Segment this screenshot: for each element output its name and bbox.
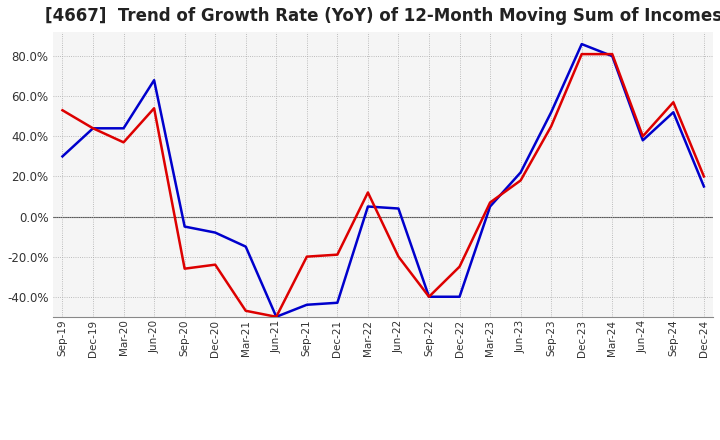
- Ordinary Income Growth Rate: [547, 110, 556, 115]
- Net Income Growth Rate: [150, 106, 158, 111]
- Ordinary Income Growth Rate: [272, 314, 281, 319]
- Net Income Growth Rate: [180, 266, 189, 271]
- Net Income Growth Rate: [89, 126, 97, 131]
- Net Income Growth Rate: [669, 99, 678, 105]
- Ordinary Income Growth Rate: [120, 126, 128, 131]
- Ordinary Income Growth Rate: [58, 154, 67, 159]
- Net Income Growth Rate: [486, 200, 495, 205]
- Ordinary Income Growth Rate: [302, 302, 311, 308]
- Net Income Growth Rate: [547, 124, 556, 129]
- Net Income Growth Rate: [425, 294, 433, 299]
- Net Income Growth Rate: [608, 51, 616, 57]
- Line: Net Income Growth Rate: Net Income Growth Rate: [63, 54, 704, 317]
- Ordinary Income Growth Rate: [608, 54, 616, 59]
- Ordinary Income Growth Rate: [394, 206, 402, 211]
- Ordinary Income Growth Rate: [180, 224, 189, 229]
- Ordinary Income Growth Rate: [577, 41, 586, 47]
- Net Income Growth Rate: [211, 262, 220, 268]
- Ordinary Income Growth Rate: [455, 294, 464, 299]
- Net Income Growth Rate: [577, 51, 586, 57]
- Net Income Growth Rate: [639, 134, 647, 139]
- Ordinary Income Growth Rate: [211, 230, 220, 235]
- Net Income Growth Rate: [700, 174, 708, 179]
- Ordinary Income Growth Rate: [89, 126, 97, 131]
- Net Income Growth Rate: [394, 254, 402, 259]
- Ordinary Income Growth Rate: [425, 294, 433, 299]
- Net Income Growth Rate: [516, 178, 525, 183]
- Ordinary Income Growth Rate: [333, 300, 342, 305]
- Net Income Growth Rate: [364, 190, 372, 195]
- Title: [4667]  Trend of Growth Rate (YoY) of 12-Month Moving Sum of Incomes: [4667] Trend of Growth Rate (YoY) of 12-…: [45, 7, 720, 25]
- Net Income Growth Rate: [302, 254, 311, 259]
- Ordinary Income Growth Rate: [700, 184, 708, 189]
- Line: Ordinary Income Growth Rate: Ordinary Income Growth Rate: [63, 44, 704, 317]
- Legend: Ordinary Income Growth Rate, Net Income Growth Rate: Ordinary Income Growth Rate, Net Income …: [161, 436, 606, 440]
- Net Income Growth Rate: [272, 314, 281, 319]
- Ordinary Income Growth Rate: [516, 170, 525, 175]
- Ordinary Income Growth Rate: [241, 244, 250, 249]
- Ordinary Income Growth Rate: [150, 77, 158, 83]
- Net Income Growth Rate: [58, 108, 67, 113]
- Ordinary Income Growth Rate: [364, 204, 372, 209]
- Ordinary Income Growth Rate: [669, 110, 678, 115]
- Net Income Growth Rate: [455, 264, 464, 269]
- Ordinary Income Growth Rate: [639, 138, 647, 143]
- Net Income Growth Rate: [333, 252, 342, 257]
- Net Income Growth Rate: [241, 308, 250, 313]
- Net Income Growth Rate: [120, 140, 128, 145]
- Ordinary Income Growth Rate: [486, 204, 495, 209]
